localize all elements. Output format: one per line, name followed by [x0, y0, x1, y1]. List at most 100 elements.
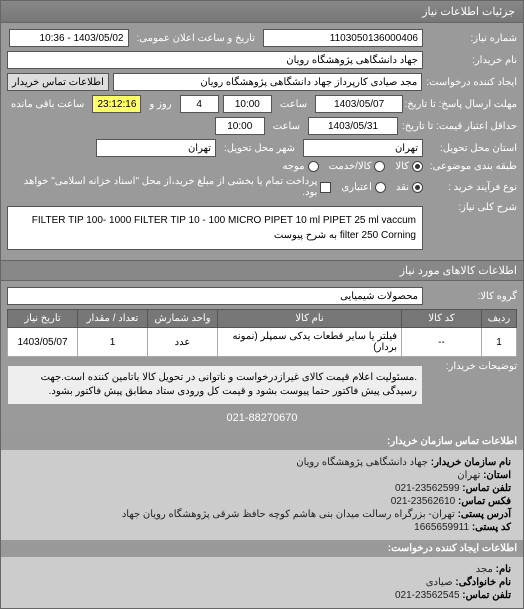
radio-other-label: موجه [283, 161, 305, 172]
lname-label: نام خانوادگی: [455, 577, 511, 588]
phone-line: 021-88270670 [7, 409, 517, 427]
province-value: تهران [457, 470, 480, 481]
radio-dot-icon [374, 161, 385, 172]
time-label-1: ساعت [276, 99, 311, 110]
validity-label: حداقل اعتبار قیمت: تا تاریخ: [402, 121, 517, 132]
announce-label: تاریخ و ساعت اعلان عمومی: [133, 33, 260, 44]
fax-value: 23562610-021 [391, 496, 456, 507]
contact-name: نام: مجد [7, 563, 517, 576]
name-label: نام: [496, 564, 511, 575]
validity-time: 10:00 [215, 117, 265, 135]
table-header-row: ردیف کد کالا نام کالا واحد شمارش تعداد /… [8, 310, 517, 328]
radio-goods[interactable]: کالا [395, 161, 423, 172]
contact-section2-title: اطلاعات ایجاد کننده درخواست: [1, 540, 523, 557]
org-value: جهاد دانشگاهی پژوهشگاه رویان [296, 457, 428, 468]
postcode-value: 1665659911 [414, 522, 469, 533]
radio-goods-label: کالا [395, 161, 409, 172]
checkbox-icon [320, 182, 331, 193]
currency-radios: کالا کالا/خدمت موجه [283, 161, 424, 172]
th-unit: واحد شمارش [148, 310, 218, 328]
delivery-city: تهران [96, 139, 216, 157]
row-deadline: مهلت ارسال پاسخ: تا تاریخ: 1403/05/07 سا… [7, 95, 517, 113]
contact-phone: تلفن تماس: 23562599-021 [7, 482, 517, 495]
time-label-2: ساعت [269, 121, 304, 132]
phone-label: تلفن تماس: [462, 483, 511, 494]
desc-label: شرح کلی نیاز: [427, 202, 517, 213]
contact-province: استان: تهران [7, 469, 517, 482]
postcode-label: کد پستی: [472, 522, 511, 533]
th-qty: تعداد / مقدار [78, 310, 148, 328]
contact-addr: آدرس پستی: تهران- بزرگراه رسالت میدان بن… [7, 508, 517, 521]
radio-dot-icon [412, 182, 423, 193]
goods-section-title: اطلاعات کالاهای مورد نیاز [1, 260, 523, 281]
contact-fax: فکس تماس: 23562610-021 [7, 495, 517, 508]
phone-value: 23562599-021 [395, 483, 460, 494]
delivery-loc: تهران [303, 139, 423, 157]
th-name: نام کالا [218, 310, 402, 328]
radio-other[interactable]: موجه [283, 161, 319, 172]
contact-phone2: تلفن تماس: 23562545-021 [7, 589, 517, 602]
contact-section1: نام سازمان خریدار: جهاد دانشگاهی پژوهشگا… [1, 450, 523, 540]
panel-body: شماره نیاز: 1103050136000406 تاریخ و ساع… [1, 23, 523, 260]
table-row[interactable]: 1 -- فیلتر یا سایر قطعات یدکی سمپلر (نمو… [8, 328, 517, 357]
group-label: گروه کالا: [427, 291, 517, 302]
purchase-radios: نقد اعتباری پرداخت تمام یا بخشی از مبلغ … [7, 176, 423, 198]
radio-dot-icon [308, 161, 319, 172]
contact-section1-title: اطلاعات تماس سازمان خریدار: [1, 433, 523, 450]
goods-table: ردیف کد کالا نام کالا واحد شمارش تعداد /… [7, 309, 517, 357]
addr-value: تهران- بزرگراه رسالت میدان بنی هاشم کوچه… [122, 509, 455, 520]
fax-label: فکس تماس: [458, 496, 511, 507]
row-purchase: نوع فرآیند خرید : نقد اعتباری پرداخت تما… [7, 176, 517, 198]
cell-unit: عدد [148, 328, 218, 357]
notes-box: .مسئولیت اعلام قیمت کالای غیرازدرخواست و… [7, 365, 423, 405]
radio-cash[interactable]: نقد [396, 182, 423, 193]
purchase-label: نوع فرآیند خرید : [427, 182, 517, 193]
radio-credit-label: اعتباری [341, 182, 371, 193]
cell-index: 1 [482, 328, 517, 357]
province-label: استان: [483, 470, 511, 481]
deadline-time: 10:00 [223, 95, 272, 113]
buyer-label: نام خریدار: [427, 55, 517, 66]
group-field: محصولات شیمیایی [7, 287, 423, 305]
cell-qty: 1 [78, 328, 148, 357]
request-no-field: 1103050136000406 [263, 29, 423, 47]
contact-lname: نام خانوادگی: صیادی [7, 576, 517, 589]
remain-suffix: ساعت باقی مانده [7, 99, 88, 110]
radio-dot-icon [375, 182, 386, 193]
creator-field: مجد صیادی کارپرداز جهاد دانشگاهی پژوهشگا… [113, 73, 422, 91]
remain-days: 4 [180, 95, 219, 113]
request-no-label: شماره نیاز: [427, 33, 517, 44]
cell-date: 1403/05/07 [8, 328, 78, 357]
notes-label: توضیحات خریدار: [427, 361, 517, 372]
announce-field: 1403/05/02 - 10:36 [9, 29, 129, 47]
phone2-label: تلفن تماس: [462, 590, 511, 601]
contact-postcode: کد پستی: 1665659911 [7, 521, 517, 534]
delivery-loc-label: استان محل تحویل: [427, 143, 517, 154]
creator-label: ایجاد کننده درخواست: [426, 77, 517, 88]
radio-cash-label: نقد [396, 182, 409, 193]
purchase-note: پرداخت تمام یا بخشی از مبلغ خرید،از محل … [7, 176, 317, 198]
row-delivery: استان محل تحویل: تهران شهر محل تحویل: ته… [7, 139, 517, 157]
panel-title: جزئیات اطلاعات نیاز [1, 1, 523, 23]
details-panel: جزئیات اطلاعات نیاز شماره نیاز: 11030501… [0, 0, 524, 609]
addr-label: آدرس پستی: [458, 509, 511, 520]
deadline-date: 1403/05/07 [315, 95, 403, 113]
check-treasury[interactable]: پرداخت تمام یا بخشی از مبلغ خرید،از محل … [7, 176, 331, 198]
goods-body: گروه کالا: محصولات شیمیایی ردیف کد کالا … [1, 281, 523, 433]
radio-service-label: کالا/خدمت [329, 161, 372, 172]
contact-button[interactable]: اطلاعات تماس خریدار [7, 73, 109, 91]
buyer-field: جهاد دانشگاهی پژوهشگاه رویان [7, 51, 423, 69]
currency-label: طبقه بندی موضوعی: [427, 161, 517, 172]
radio-service[interactable]: کالا/خدمت [329, 161, 386, 172]
name-value: مجد [476, 564, 493, 575]
cell-code: -- [402, 328, 482, 357]
remain-day-label: روز و [145, 99, 175, 110]
th-code: کد کالا [402, 310, 482, 328]
delivery-city-label: شهر محل تحویل: [220, 143, 299, 154]
row-group: گروه کالا: محصولات شیمیایی [7, 287, 517, 305]
th-index: ردیف [482, 310, 517, 328]
radio-credit[interactable]: اعتباری [341, 182, 385, 193]
row-request-no: شماره نیاز: 1103050136000406 تاریخ و ساع… [7, 29, 517, 47]
row-validity: حداقل اعتبار قیمت: تا تاریخ: 1403/05/31 … [7, 117, 517, 135]
validity-date: 1403/05/31 [308, 117, 398, 135]
